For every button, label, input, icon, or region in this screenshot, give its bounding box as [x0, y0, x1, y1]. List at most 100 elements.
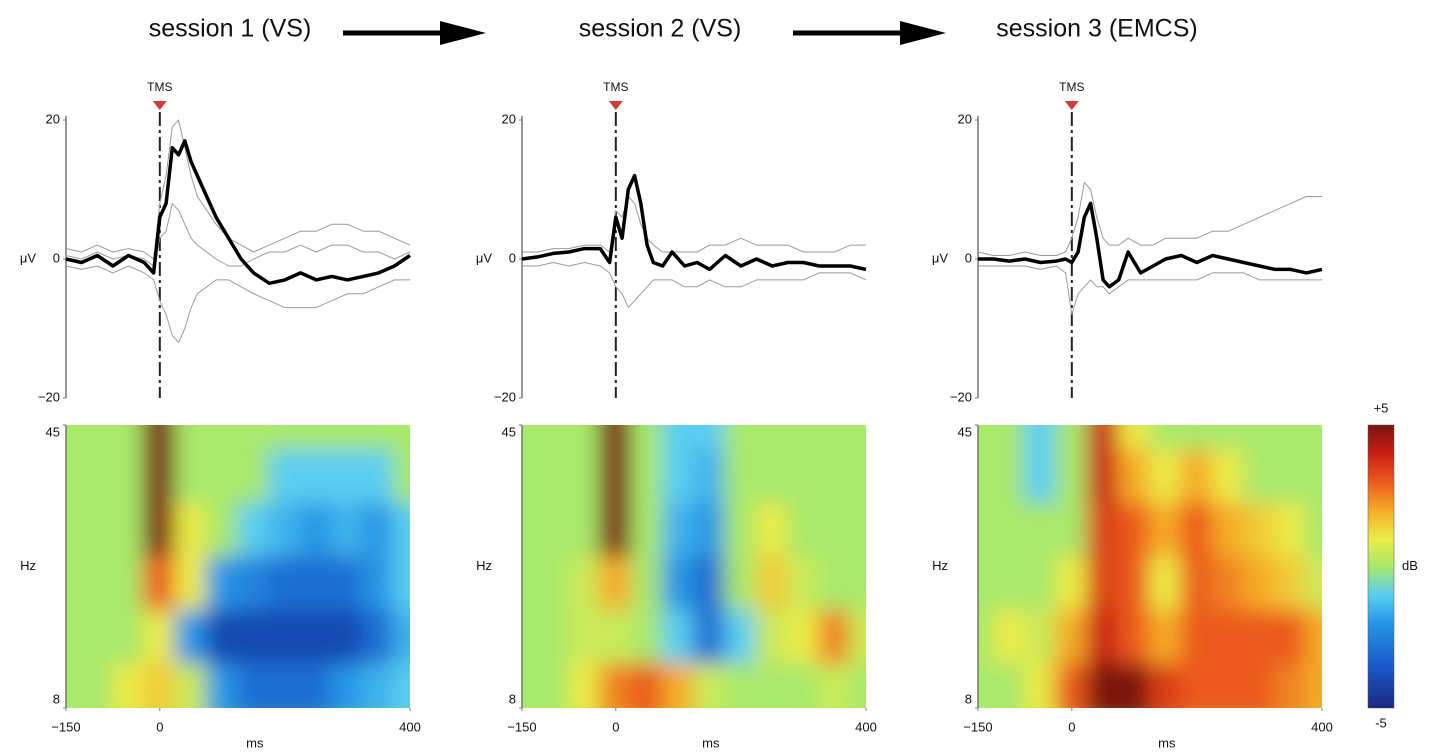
- heatmap-cell: [661, 425, 695, 455]
- y-tick-label: 8: [965, 691, 972, 706]
- y-tick-label: 0: [53, 250, 60, 265]
- heatmap-cell: [268, 609, 302, 669]
- heatmap-cell: [80, 449, 114, 508]
- heatmap-cell: [143, 425, 177, 455]
- heatmap-cells: [978, 425, 1322, 708]
- heatmap-cell: [755, 502, 789, 562]
- heatmap-cell: [66, 502, 83, 562]
- y-axis-label: Hz: [476, 558, 492, 573]
- heatmap-cell: [755, 425, 789, 455]
- y-axis-label: μV: [476, 250, 492, 265]
- heatmap-cell: [362, 502, 396, 562]
- heatmap-cell: [362, 609, 396, 669]
- y-tick-label: 0: [509, 250, 516, 265]
- heatmap-cell: [693, 609, 727, 669]
- heatmap-cell: [1242, 609, 1277, 669]
- heatmap-cell: [1180, 556, 1214, 615]
- heatmap-cell: [1180, 502, 1214, 562]
- heatmap-cell: [536, 449, 570, 508]
- heatmap-cell: [818, 556, 852, 615]
- y-tick-label: 45: [502, 424, 516, 439]
- heatmap-cell: [1023, 556, 1058, 615]
- heatmap-cell: [786, 502, 821, 562]
- heatmap-cell: [174, 609, 208, 669]
- heatmap-cell: [755, 609, 789, 669]
- heatmap-cell: [661, 609, 695, 669]
- heatmap-cell: [1149, 449, 1183, 508]
- heatmap-cell: [1023, 502, 1058, 562]
- heatmap-cell: [237, 425, 271, 455]
- heatmap-cell: [205, 556, 239, 615]
- heatmap-cell: [174, 556, 208, 615]
- heatmap-cell: [818, 663, 852, 708]
- heatmap-cell: [661, 502, 695, 562]
- channel-trace: [65, 119, 411, 260]
- heatmap-cell: [1242, 425, 1277, 455]
- heatmap-cell: [1055, 663, 1089, 708]
- heatmap-cell: [330, 425, 365, 455]
- heatmap-cell: [849, 663, 866, 708]
- heatmap-cell: [599, 556, 633, 615]
- heatmap-cell: [80, 556, 114, 615]
- x-tick-label: 0: [612, 719, 619, 734]
- heatmap-cell: [268, 449, 302, 508]
- heatmap-cells: [66, 425, 410, 708]
- heatmap-cell: [978, 663, 995, 708]
- heatmap-cell: [992, 502, 1026, 562]
- heatmap-cell: [237, 502, 271, 562]
- heatmap-cell: [849, 425, 866, 455]
- heatmap-cell: [299, 502, 333, 562]
- heatmap-cell: [1274, 609, 1308, 669]
- x-tick-label: 0: [156, 719, 163, 734]
- heatmap-cell: [1180, 449, 1214, 508]
- heatmap-cell: [174, 663, 208, 708]
- heatmap-cell: [849, 556, 866, 615]
- heatmap-cell: [522, 425, 539, 455]
- heatmap-cell: [661, 556, 695, 615]
- heatmap-cell: [992, 425, 1026, 455]
- heatmap-cell: [567, 425, 602, 455]
- heatmap-cell: [1023, 663, 1058, 708]
- heatmap-cell: [1211, 663, 1245, 708]
- heatmap-cell: [1149, 425, 1183, 455]
- heatmap-cell: [755, 556, 789, 615]
- heatmap-cell: [330, 556, 365, 615]
- channel-trace: [65, 265, 410, 343]
- heatmap-cell: [80, 663, 114, 708]
- heatmap-cell: [522, 556, 539, 615]
- heatmap-cell: [1055, 609, 1089, 669]
- heatmap-cell: [522, 449, 539, 508]
- mean-trace: [65, 139, 411, 286]
- heatmap-cell: [1117, 609, 1151, 669]
- y-tick-label: 20: [958, 111, 972, 126]
- y-tick-label: −20: [38, 389, 60, 404]
- heatmap-cell: [1274, 556, 1308, 615]
- channel-trace: [977, 182, 1322, 256]
- heatmap-cell: [1086, 663, 1120, 708]
- heatmap-cell: [1180, 609, 1214, 669]
- heatmap-cell: [111, 609, 146, 669]
- heatmap-cell: [786, 449, 821, 508]
- arrow: [793, 21, 946, 45]
- heatmap-cell: [1211, 425, 1245, 455]
- heatmap-cell: [330, 502, 365, 562]
- colorbar-label: dB: [1402, 558, 1418, 573]
- heatmap-cell: [237, 609, 271, 669]
- y-tick-label: −20: [950, 389, 972, 404]
- x-tick-label: 400: [855, 719, 877, 734]
- heatmap-cell: [1023, 609, 1058, 669]
- heatmap-cell: [818, 449, 852, 508]
- channel-trace: [65, 202, 411, 267]
- heatmap-cell: [1086, 609, 1120, 669]
- heatmap-cell: [393, 449, 410, 508]
- colorbar-tick-label: +5: [1374, 400, 1389, 415]
- heatmap-cell: [1055, 502, 1089, 562]
- tms-label: TMS: [1059, 80, 1084, 94]
- heatmap-cell: [849, 609, 866, 669]
- heatmap-cell: [661, 663, 695, 708]
- heatmap-cell: [1305, 502, 1322, 562]
- heatmap-cell: [299, 609, 333, 669]
- heatmap-cell: [143, 609, 177, 669]
- heatmap-cell: [111, 556, 146, 615]
- heatmap-cell: [268, 502, 302, 562]
